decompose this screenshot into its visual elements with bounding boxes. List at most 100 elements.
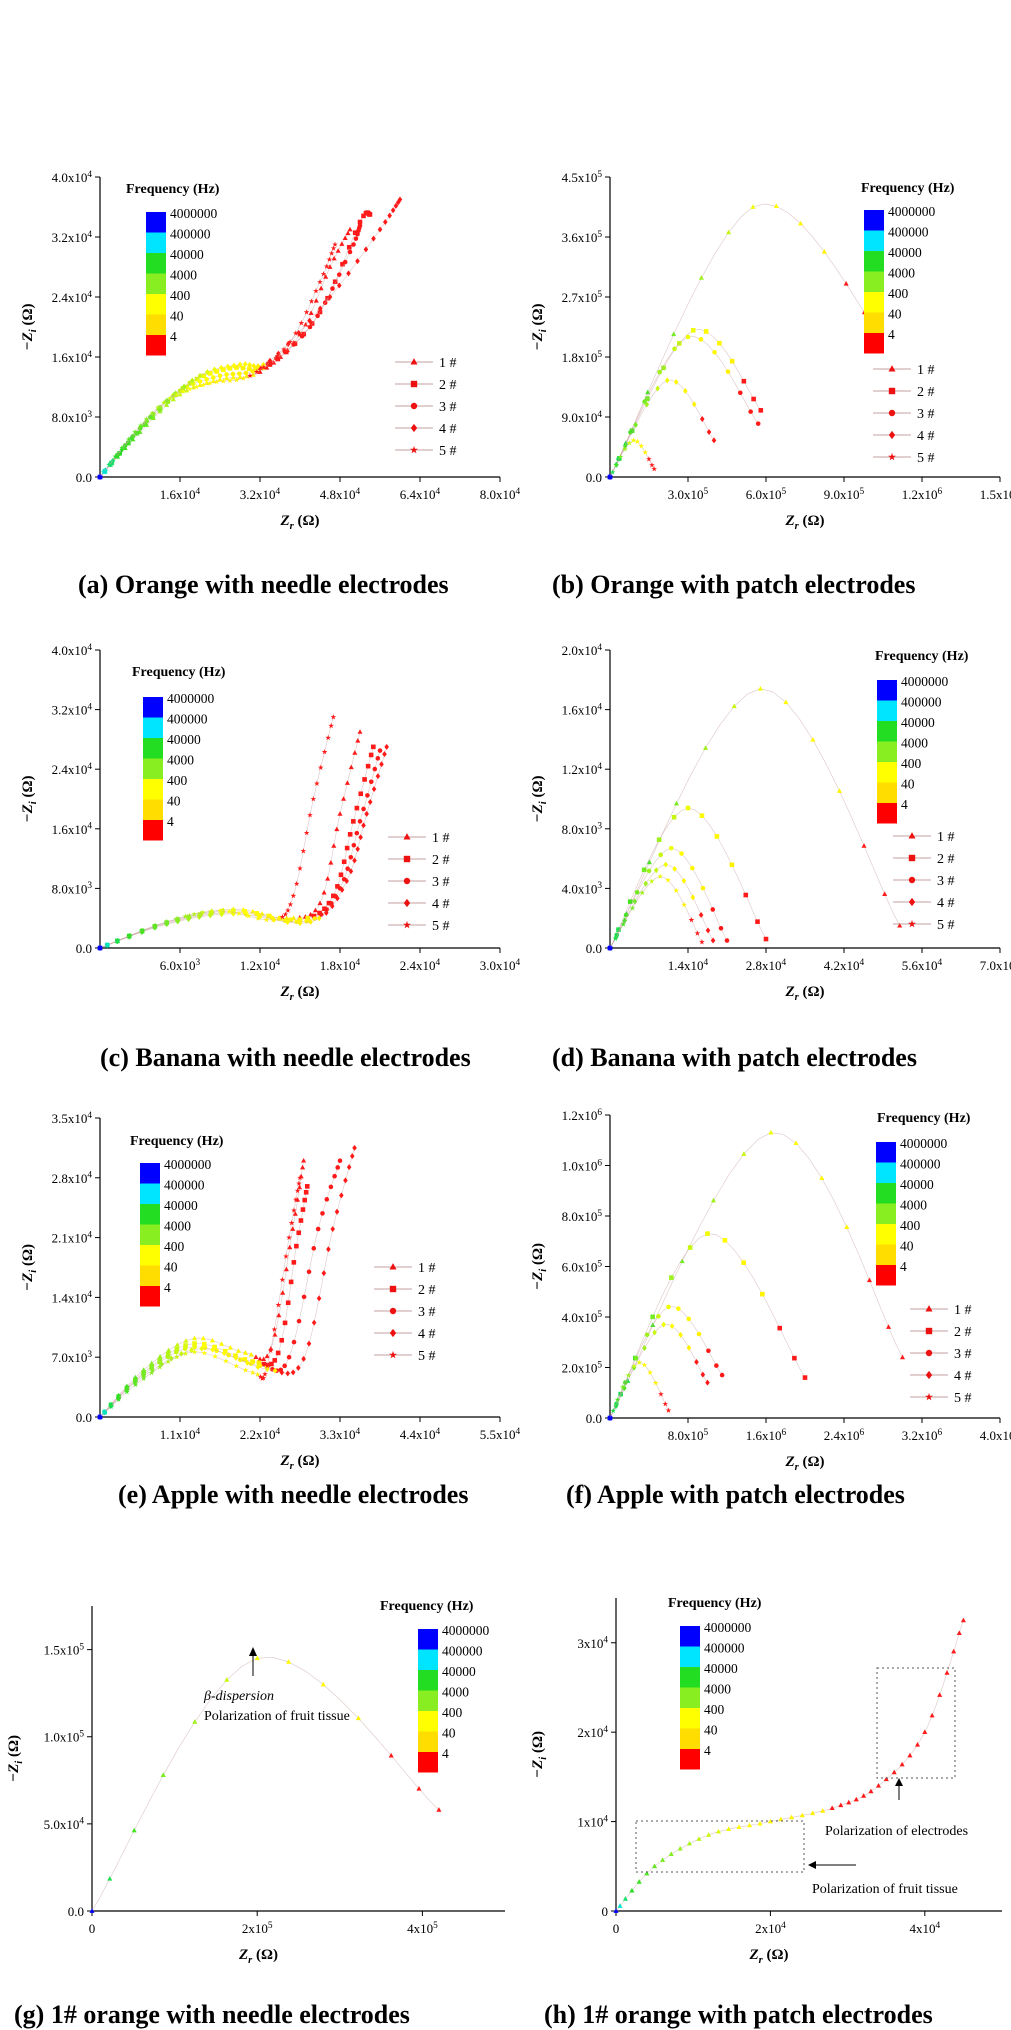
data-point bbox=[339, 241, 345, 246]
data-point bbox=[328, 250, 335, 256]
data-point bbox=[317, 305, 323, 312]
data-point bbox=[656, 837, 662, 843]
colorbar-title: Frequency (Hz) bbox=[877, 1111, 971, 1126]
data-point bbox=[308, 310, 314, 315]
y-tick-label: 0.0 bbox=[586, 470, 602, 485]
data-point bbox=[302, 1197, 308, 1203]
data-point bbox=[810, 1810, 816, 1816]
data-point bbox=[706, 1348, 711, 1354]
data-point bbox=[651, 466, 658, 472]
x-tick-label: 3.2x106 bbox=[902, 1428, 943, 1443]
caption-c: (c) Banana with needle electrodes bbox=[100, 1043, 471, 1072]
data-point bbox=[638, 443, 645, 449]
data-point bbox=[250, 1359, 256, 1364]
legend-label: 3 # bbox=[439, 400, 457, 415]
data-point bbox=[748, 409, 753, 414]
data-point bbox=[673, 800, 680, 806]
data-point bbox=[792, 1355, 797, 1361]
colorbar-label: 400 bbox=[164, 1239, 185, 1254]
data-point bbox=[235, 1348, 241, 1353]
y-tick-label: 4.0x103 bbox=[562, 881, 603, 896]
data-point bbox=[387, 212, 392, 219]
data-point bbox=[257, 1373, 264, 1380]
data-point bbox=[250, 369, 256, 374]
data-point bbox=[646, 456, 652, 462]
data-point bbox=[304, 1184, 310, 1189]
legend-marker bbox=[410, 358, 418, 365]
data-point bbox=[340, 261, 345, 267]
data-point bbox=[714, 1363, 719, 1368]
data-point bbox=[763, 936, 769, 942]
data-point bbox=[313, 288, 319, 294]
data-point bbox=[125, 436, 132, 442]
data-point bbox=[607, 1415, 613, 1421]
x-tick-label: 1.5x106 bbox=[980, 487, 1011, 502]
data-point bbox=[191, 1349, 198, 1355]
data-point bbox=[282, 349, 288, 355]
colorbar: Frequency (Hz) 4000000 400000 40000 4000 400 4… bbox=[126, 182, 220, 356]
colorbar-label: 40000 bbox=[167, 732, 201, 747]
colorbar-label: 4000 bbox=[167, 753, 194, 768]
colorbar-label: 40 bbox=[442, 1726, 456, 1741]
data-point bbox=[97, 1414, 103, 1420]
data-point bbox=[325, 875, 331, 881]
legend-marker bbox=[410, 423, 418, 433]
data-point bbox=[699, 415, 705, 422]
data-point bbox=[698, 275, 704, 280]
data-point bbox=[157, 1357, 163, 1363]
data-point bbox=[217, 907, 223, 914]
x-tick-label: 4.4x104 bbox=[400, 1427, 441, 1442]
colorbar-label: 4000000 bbox=[442, 1623, 490, 1638]
data-point bbox=[346, 270, 351, 277]
data-point bbox=[192, 1335, 198, 1341]
series-line bbox=[609, 1323, 708, 1419]
data-point bbox=[644, 1870, 650, 1876]
colorbar-title: Frequency (Hz) bbox=[130, 1134, 224, 1149]
legend-label: 1 # bbox=[432, 831, 450, 846]
data-point bbox=[639, 889, 646, 896]
legend-label: 1 # bbox=[954, 1303, 972, 1318]
data-point bbox=[652, 1863, 658, 1869]
colorbar-swatch bbox=[864, 312, 884, 333]
data-point bbox=[622, 917, 628, 924]
legend-label: 2 # bbox=[937, 852, 955, 867]
x-tick-label: 3.3x104 bbox=[320, 1427, 361, 1442]
chart-e: 1.1x104 2.2x104 3.3x104 4.4x104 5.5x104 0.0 7.… bbox=[20, 1111, 521, 1472]
data-point bbox=[303, 309, 310, 315]
data-point bbox=[266, 913, 272, 919]
colorbar-swatch bbox=[418, 1649, 438, 1670]
data-point bbox=[956, 1630, 962, 1636]
data-point bbox=[311, 1319, 317, 1326]
data-point bbox=[308, 918, 313, 925]
data-point bbox=[657, 369, 662, 375]
data-point bbox=[242, 1367, 249, 1373]
x-axis-label: Zr (Ω) bbox=[279, 984, 319, 1003]
data-point bbox=[882, 891, 888, 896]
data-point bbox=[711, 437, 717, 444]
colorbar-swatch bbox=[140, 1163, 160, 1184]
colorbar-label: 400000 bbox=[170, 227, 211, 242]
data-point bbox=[706, 1832, 712, 1837]
data-point bbox=[778, 1816, 784, 1822]
data-point bbox=[249, 1369, 256, 1375]
colorbar-swatch bbox=[146, 232, 166, 253]
colorbar-swatch bbox=[418, 1731, 438, 1752]
colorbar-swatch bbox=[876, 1203, 896, 1224]
data-point bbox=[644, 1332, 650, 1338]
data-point bbox=[253, 1354, 259, 1360]
y-tick-label: 0.0 bbox=[586, 941, 602, 956]
data-point bbox=[746, 1822, 753, 1828]
data-point bbox=[255, 915, 261, 921]
y-tick-label: 6.0x105 bbox=[562, 1259, 603, 1274]
data-point bbox=[616, 927, 621, 932]
legend-label: 2 # bbox=[439, 378, 457, 393]
data-point bbox=[221, 367, 226, 373]
y-tick-label: 1x104 bbox=[577, 1814, 608, 1829]
data-point bbox=[283, 1253, 289, 1259]
colorbar-swatch bbox=[680, 1749, 700, 1770]
data-point bbox=[226, 908, 233, 914]
data-point bbox=[160, 1772, 166, 1778]
annotation-arrowhead bbox=[249, 1647, 257, 1656]
data-point bbox=[230, 371, 236, 377]
x-tick-label: 2x104 bbox=[755, 1921, 786, 1936]
